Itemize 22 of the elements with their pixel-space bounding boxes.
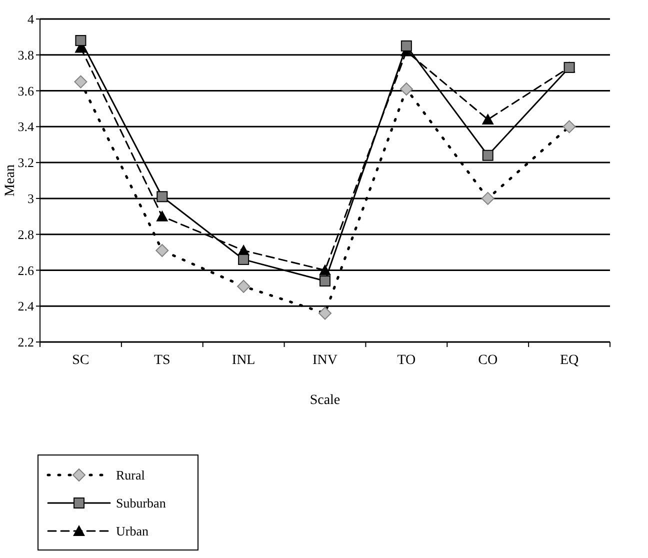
y-tick-label: 4 xyxy=(28,12,34,27)
y-tick-label: 3.6 xyxy=(18,83,34,98)
x-tick-label: CO xyxy=(478,353,498,368)
legend-label: Suburban xyxy=(116,496,166,511)
y-tick-label: 3.8 xyxy=(18,47,34,62)
x-tick-label: TO xyxy=(397,353,416,368)
legend-label: Urban xyxy=(116,524,149,539)
x-tick-label: SC xyxy=(72,353,90,368)
x-tick-label: INV xyxy=(312,353,338,368)
y-tick-label: 2.2 xyxy=(18,334,34,350)
y-tick-label: 2.6 xyxy=(18,262,34,278)
y-tick-label: 2.8 xyxy=(18,226,34,242)
y-tick-label: 3.2 xyxy=(18,155,34,170)
x-tick-label: INL xyxy=(232,353,256,368)
y-tick-label: 2.4 xyxy=(18,298,34,314)
y-tick-label: 3.4 xyxy=(18,119,34,134)
y-tick-label: 3 xyxy=(28,190,34,206)
y-axis-title: Mean xyxy=(3,164,18,196)
x-tick-label: TS xyxy=(154,353,170,368)
x-axis-title: Scale xyxy=(310,393,340,408)
legend-label: Rural xyxy=(116,468,146,483)
x-tick-label: EQ xyxy=(560,353,579,368)
